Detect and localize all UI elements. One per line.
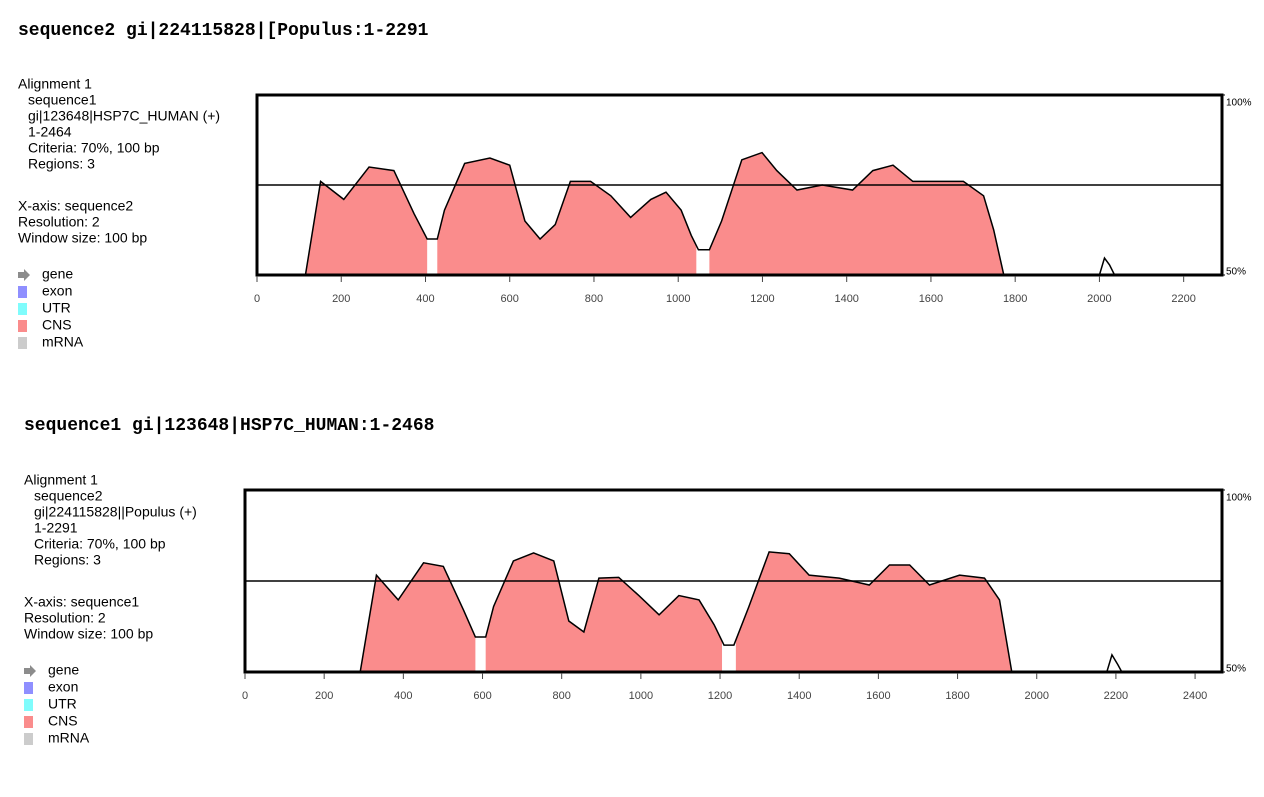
x-tick-label: 1000 bbox=[666, 293, 690, 305]
info-line: gi|123648|HSP7C_HUMAN (+) bbox=[28, 108, 220, 124]
info-line: 1-2464 bbox=[28, 124, 72, 140]
setting-line: Window size: 100 bp bbox=[18, 230, 147, 246]
chart-title: sequence2 gi|224115828|[Populus:1-2291 bbox=[18, 21, 429, 41]
info-line: Regions: 3 bbox=[28, 156, 95, 172]
x-tick-label: 1000 bbox=[629, 690, 653, 702]
x-tick-label: 200 bbox=[332, 293, 350, 305]
legend-label: CNS bbox=[42, 317, 72, 333]
plot-frame bbox=[255, 93, 1224, 277]
x-tick-label: 1600 bbox=[866, 690, 890, 702]
legend-swatch bbox=[24, 716, 33, 728]
legend-label: exon bbox=[48, 679, 78, 695]
x-tick-label: 2200 bbox=[1171, 293, 1195, 305]
x-tick-label: 200 bbox=[315, 690, 333, 702]
legend-label: gene bbox=[48, 662, 79, 678]
x-tick-label: 2400 bbox=[1183, 690, 1207, 702]
legend-swatch bbox=[18, 337, 27, 349]
x-tick-label: 800 bbox=[585, 293, 603, 305]
legend-label: CNS bbox=[48, 713, 78, 729]
legend-swatch bbox=[24, 682, 33, 694]
legend-label: exon bbox=[42, 283, 72, 299]
x-tick-label: 1400 bbox=[834, 293, 858, 305]
conserved-region bbox=[709, 152, 1004, 275]
x-tick-label: 0 bbox=[242, 690, 248, 702]
x-tick-label: 2200 bbox=[1104, 690, 1128, 702]
legend-swatch bbox=[18, 320, 27, 332]
x-tick-label: 400 bbox=[394, 690, 412, 702]
conserved-region bbox=[360, 562, 476, 672]
x-tick-label: 600 bbox=[501, 293, 519, 305]
info-line: gi|224115828||Populus (+) bbox=[34, 504, 197, 520]
legend-swatch bbox=[18, 286, 27, 298]
setting-line: Window size: 100 bp bbox=[24, 626, 153, 642]
legend-label: mRNA bbox=[48, 730, 90, 746]
legend-label: UTR bbox=[48, 696, 77, 712]
legend-arrow bbox=[18, 269, 30, 281]
setting-line: X-axis: sequence2 bbox=[18, 198, 133, 214]
conservation-line bbox=[304, 151, 1116, 276]
x-tick-label: 1400 bbox=[787, 690, 811, 702]
legend-swatch bbox=[18, 303, 27, 315]
x-tick-label: 0 bbox=[254, 293, 260, 305]
setting-line: Resolution: 2 bbox=[18, 214, 100, 230]
legend-label: UTR bbox=[42, 300, 71, 316]
info-line: Criteria: 70%, 100 bp bbox=[28, 140, 160, 156]
x-tick-label: 1600 bbox=[919, 293, 943, 305]
x-tick-label: 2000 bbox=[1024, 690, 1048, 702]
y-tick-label: 50% bbox=[1226, 664, 1246, 675]
y-tick-label: 100% bbox=[1226, 98, 1252, 109]
info-line: Alignment 1 bbox=[24, 472, 98, 488]
x-tick-label: 1200 bbox=[708, 690, 732, 702]
x-tick-label: 400 bbox=[416, 293, 434, 305]
y-tick-label: 50% bbox=[1226, 267, 1246, 278]
x-tick-label: 1200 bbox=[750, 293, 774, 305]
setting-line: Resolution: 2 bbox=[24, 610, 106, 626]
legend-swatch bbox=[24, 733, 33, 745]
setting-line: X-axis: sequence1 bbox=[24, 594, 139, 610]
x-tick-label: 2000 bbox=[1087, 293, 1111, 305]
y-tick-label: 100% bbox=[1226, 493, 1252, 504]
chart-title: sequence1 gi|123648|HSP7C_HUMAN:1-2468 bbox=[24, 416, 434, 436]
conserved-region bbox=[735, 551, 1012, 672]
legend-label: gene bbox=[42, 266, 73, 282]
conserved-region bbox=[485, 552, 723, 672]
conserved-region bbox=[437, 158, 697, 275]
x-tick-label: 800 bbox=[553, 690, 571, 702]
plot-frame bbox=[243, 488, 1224, 674]
info-line: Alignment 1 bbox=[18, 76, 92, 92]
info-line: sequence1 bbox=[28, 92, 97, 108]
info-line: Criteria: 70%, 100 bp bbox=[34, 536, 166, 552]
x-tick-label: 1800 bbox=[1003, 293, 1027, 305]
legend-arrow bbox=[24, 665, 36, 677]
conservation-line bbox=[359, 551, 1123, 673]
info-line: Regions: 3 bbox=[34, 552, 101, 568]
legend-swatch bbox=[24, 699, 33, 711]
x-tick-label: 1800 bbox=[945, 690, 969, 702]
x-tick-label: 600 bbox=[473, 690, 491, 702]
info-line: 1-2291 bbox=[34, 520, 78, 536]
info-line: sequence2 bbox=[34, 488, 103, 504]
legend-label: mRNA bbox=[42, 334, 84, 350]
